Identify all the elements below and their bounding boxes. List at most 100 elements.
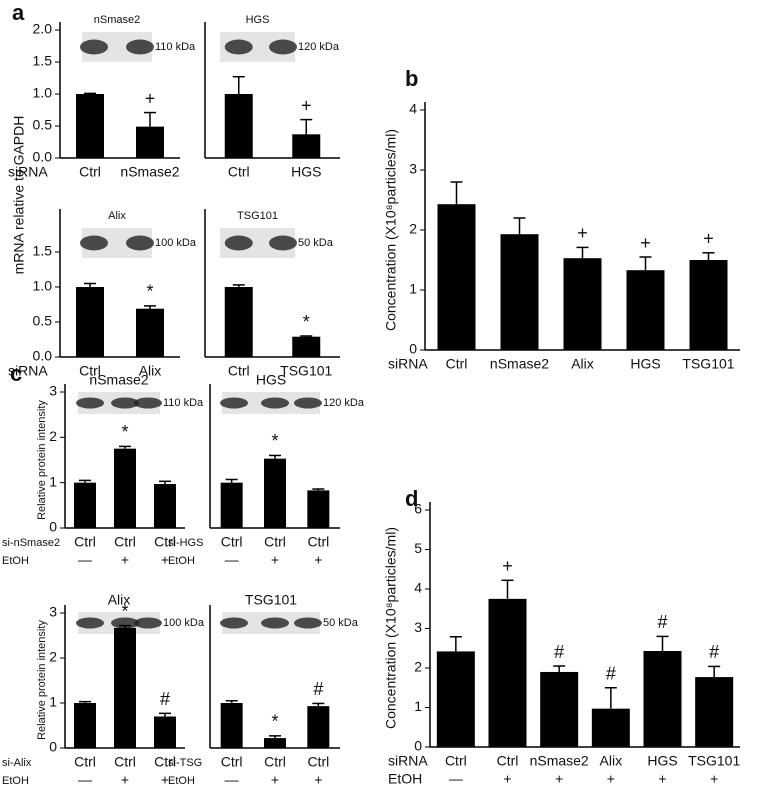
blot-size: 50 kDa bbox=[323, 617, 359, 629]
y-tick-label: 0 bbox=[414, 738, 422, 754]
row-label: si-HGS bbox=[168, 537, 203, 549]
row-label: EtOH bbox=[168, 555, 195, 567]
bar bbox=[500, 234, 539, 350]
y-axis-label: Concentration (X10⁸particles/ml) bbox=[383, 129, 399, 331]
x-tick-label: Ctrl bbox=[497, 753, 519, 769]
row-label: EtOH bbox=[388, 771, 422, 787]
y-axis-label: Relative protein intensity bbox=[36, 400, 48, 520]
blot-band bbox=[269, 235, 297, 251]
blot-label: nSmase2 bbox=[89, 372, 148, 388]
bar bbox=[643, 651, 682, 747]
y-axis-label: Relative protein intensity bbox=[36, 620, 48, 740]
treatment-label: + bbox=[161, 772, 169, 788]
x-tick-label: Ctrl bbox=[114, 534, 136, 550]
blot-band bbox=[261, 617, 289, 629]
x-tick-label: Ctrl bbox=[221, 754, 243, 770]
y-tick-label: 5 bbox=[414, 540, 422, 556]
significance-marker: + bbox=[145, 88, 156, 108]
bar bbox=[307, 706, 330, 748]
blot-band bbox=[224, 235, 253, 251]
blot-label: TSG101 bbox=[245, 592, 297, 608]
x-tick-label: Alix bbox=[571, 356, 594, 372]
y-tick-label: 4 bbox=[414, 580, 422, 596]
blot-size: 100 kDa bbox=[155, 237, 197, 249]
bar bbox=[136, 126, 164, 158]
treatment-label: + bbox=[314, 772, 322, 788]
bar bbox=[154, 484, 176, 528]
treatment-label: + bbox=[271, 772, 279, 788]
y-tick-label: 1.0 bbox=[33, 278, 53, 294]
treatment-label: — bbox=[225, 552, 239, 568]
treatment-label: + bbox=[503, 771, 511, 787]
blot-label: nSmase2 bbox=[94, 14, 140, 26]
blot-size: 120 kDa bbox=[323, 397, 365, 409]
blot-band bbox=[126, 39, 154, 55]
bar bbox=[540, 671, 579, 747]
treatment-label: — bbox=[449, 771, 463, 787]
bar bbox=[224, 287, 253, 357]
treatment-label: + bbox=[607, 771, 615, 787]
significance-marker: + bbox=[577, 223, 588, 243]
bar bbox=[563, 258, 602, 350]
blot-label: HGS bbox=[256, 372, 286, 388]
blot-band bbox=[111, 617, 139, 629]
bar bbox=[488, 598, 527, 747]
bar bbox=[436, 651, 475, 747]
y-tick-label: 3 bbox=[409, 161, 417, 177]
blot-band bbox=[80, 235, 108, 251]
blot-band bbox=[134, 617, 162, 629]
y-tick-label: 3 bbox=[414, 619, 422, 635]
blot-band bbox=[224, 39, 253, 55]
row-label: siRNA bbox=[8, 164, 48, 180]
bar bbox=[264, 458, 286, 528]
y-tick-label: 2.0 bbox=[33, 21, 53, 37]
bar bbox=[136, 308, 164, 357]
significance-marker: * bbox=[121, 422, 128, 442]
y-tick-label: 0.0 bbox=[33, 149, 53, 165]
x-tick-label: HGS bbox=[630, 356, 660, 372]
x-tick-label: Ctrl bbox=[79, 164, 101, 180]
blot-band bbox=[294, 397, 322, 409]
blot-band bbox=[80, 39, 108, 55]
x-tick-label: Ctrl bbox=[74, 754, 96, 770]
blot-label: Alix bbox=[108, 592, 131, 608]
significance-marker: * bbox=[146, 282, 153, 302]
significance-marker: + bbox=[301, 95, 312, 115]
bar bbox=[264, 738, 286, 748]
row-label: si-Alix bbox=[2, 757, 32, 769]
y-tick-label: 1.5 bbox=[33, 53, 53, 69]
blot-band bbox=[111, 397, 139, 409]
row-label: siRNA bbox=[388, 356, 428, 372]
y-tick-label: 0.0 bbox=[33, 348, 53, 364]
significance-marker: # bbox=[657, 612, 667, 632]
y-tick-label: 2 bbox=[414, 659, 422, 675]
x-tick-label: Ctrl bbox=[228, 363, 250, 379]
blot-band bbox=[220, 617, 248, 629]
significance-marker: * bbox=[303, 312, 310, 332]
blot-band bbox=[294, 617, 322, 629]
x-tick-label: Ctrl bbox=[221, 534, 243, 550]
bar bbox=[114, 448, 136, 528]
y-tick-label: 3 bbox=[49, 383, 57, 399]
x-tick-label: Ctrl bbox=[154, 754, 176, 770]
bar bbox=[695, 677, 734, 747]
y-tick-label: 6 bbox=[414, 501, 422, 517]
blot-band bbox=[134, 397, 162, 409]
x-tick-label: Ctrl bbox=[446, 356, 468, 372]
x-tick-label: Alix bbox=[139, 363, 162, 379]
y-axis-label: Concentration (X10⁸particles/ml) bbox=[383, 527, 399, 729]
y-tick-label: 0.5 bbox=[33, 313, 53, 329]
significance-marker: # bbox=[554, 642, 564, 662]
blot-size: 110 kDa bbox=[155, 41, 196, 53]
blot-label: TSG101 bbox=[237, 210, 278, 222]
blot-band bbox=[76, 397, 104, 409]
treatment-label: + bbox=[658, 771, 666, 787]
bar bbox=[76, 287, 104, 357]
y-tick-label: 0.5 bbox=[33, 117, 53, 133]
x-tick-label: Ctrl bbox=[114, 754, 136, 770]
row-label: si-nSmase2 bbox=[2, 537, 60, 549]
bar bbox=[689, 260, 728, 350]
y-tick-label: 0 bbox=[49, 519, 57, 535]
bar bbox=[591, 708, 630, 747]
